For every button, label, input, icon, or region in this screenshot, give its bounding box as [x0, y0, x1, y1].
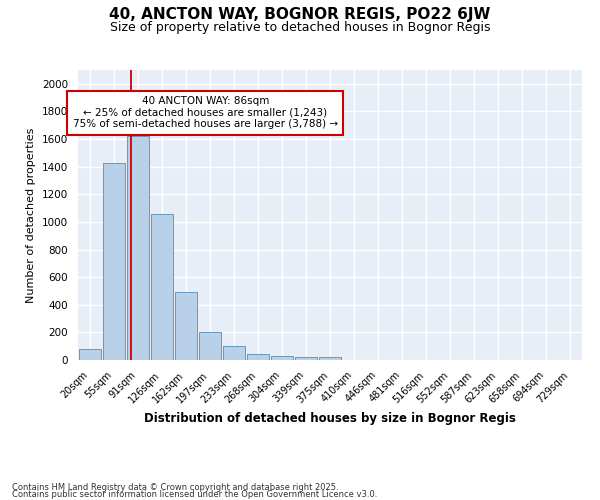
Text: Contains HM Land Registry data © Crown copyright and database right 2025.: Contains HM Land Registry data © Crown c… — [12, 484, 338, 492]
Bar — [247, 354, 269, 360]
Y-axis label: Number of detached properties: Number of detached properties — [26, 128, 37, 302]
Text: Size of property relative to detached houses in Bognor Regis: Size of property relative to detached ho… — [110, 22, 490, 35]
Bar — [271, 356, 293, 360]
Bar — [175, 292, 197, 360]
Bar — [151, 214, 173, 360]
Bar — [223, 346, 245, 360]
Text: 40, ANCTON WAY, BOGNOR REGIS, PO22 6JW: 40, ANCTON WAY, BOGNOR REGIS, PO22 6JW — [109, 8, 491, 22]
X-axis label: Distribution of detached houses by size in Bognor Regis: Distribution of detached houses by size … — [144, 412, 516, 424]
Bar — [79, 349, 101, 360]
Bar — [127, 136, 149, 360]
Bar — [319, 357, 341, 360]
Bar — [103, 162, 125, 360]
Bar — [295, 357, 317, 360]
Text: Contains public sector information licensed under the Open Government Licence v3: Contains public sector information licen… — [12, 490, 377, 499]
Bar — [199, 332, 221, 360]
Text: 40 ANCTON WAY: 86sqm
← 25% of detached houses are smaller (1,243)
75% of semi-de: 40 ANCTON WAY: 86sqm ← 25% of detached h… — [73, 96, 338, 130]
